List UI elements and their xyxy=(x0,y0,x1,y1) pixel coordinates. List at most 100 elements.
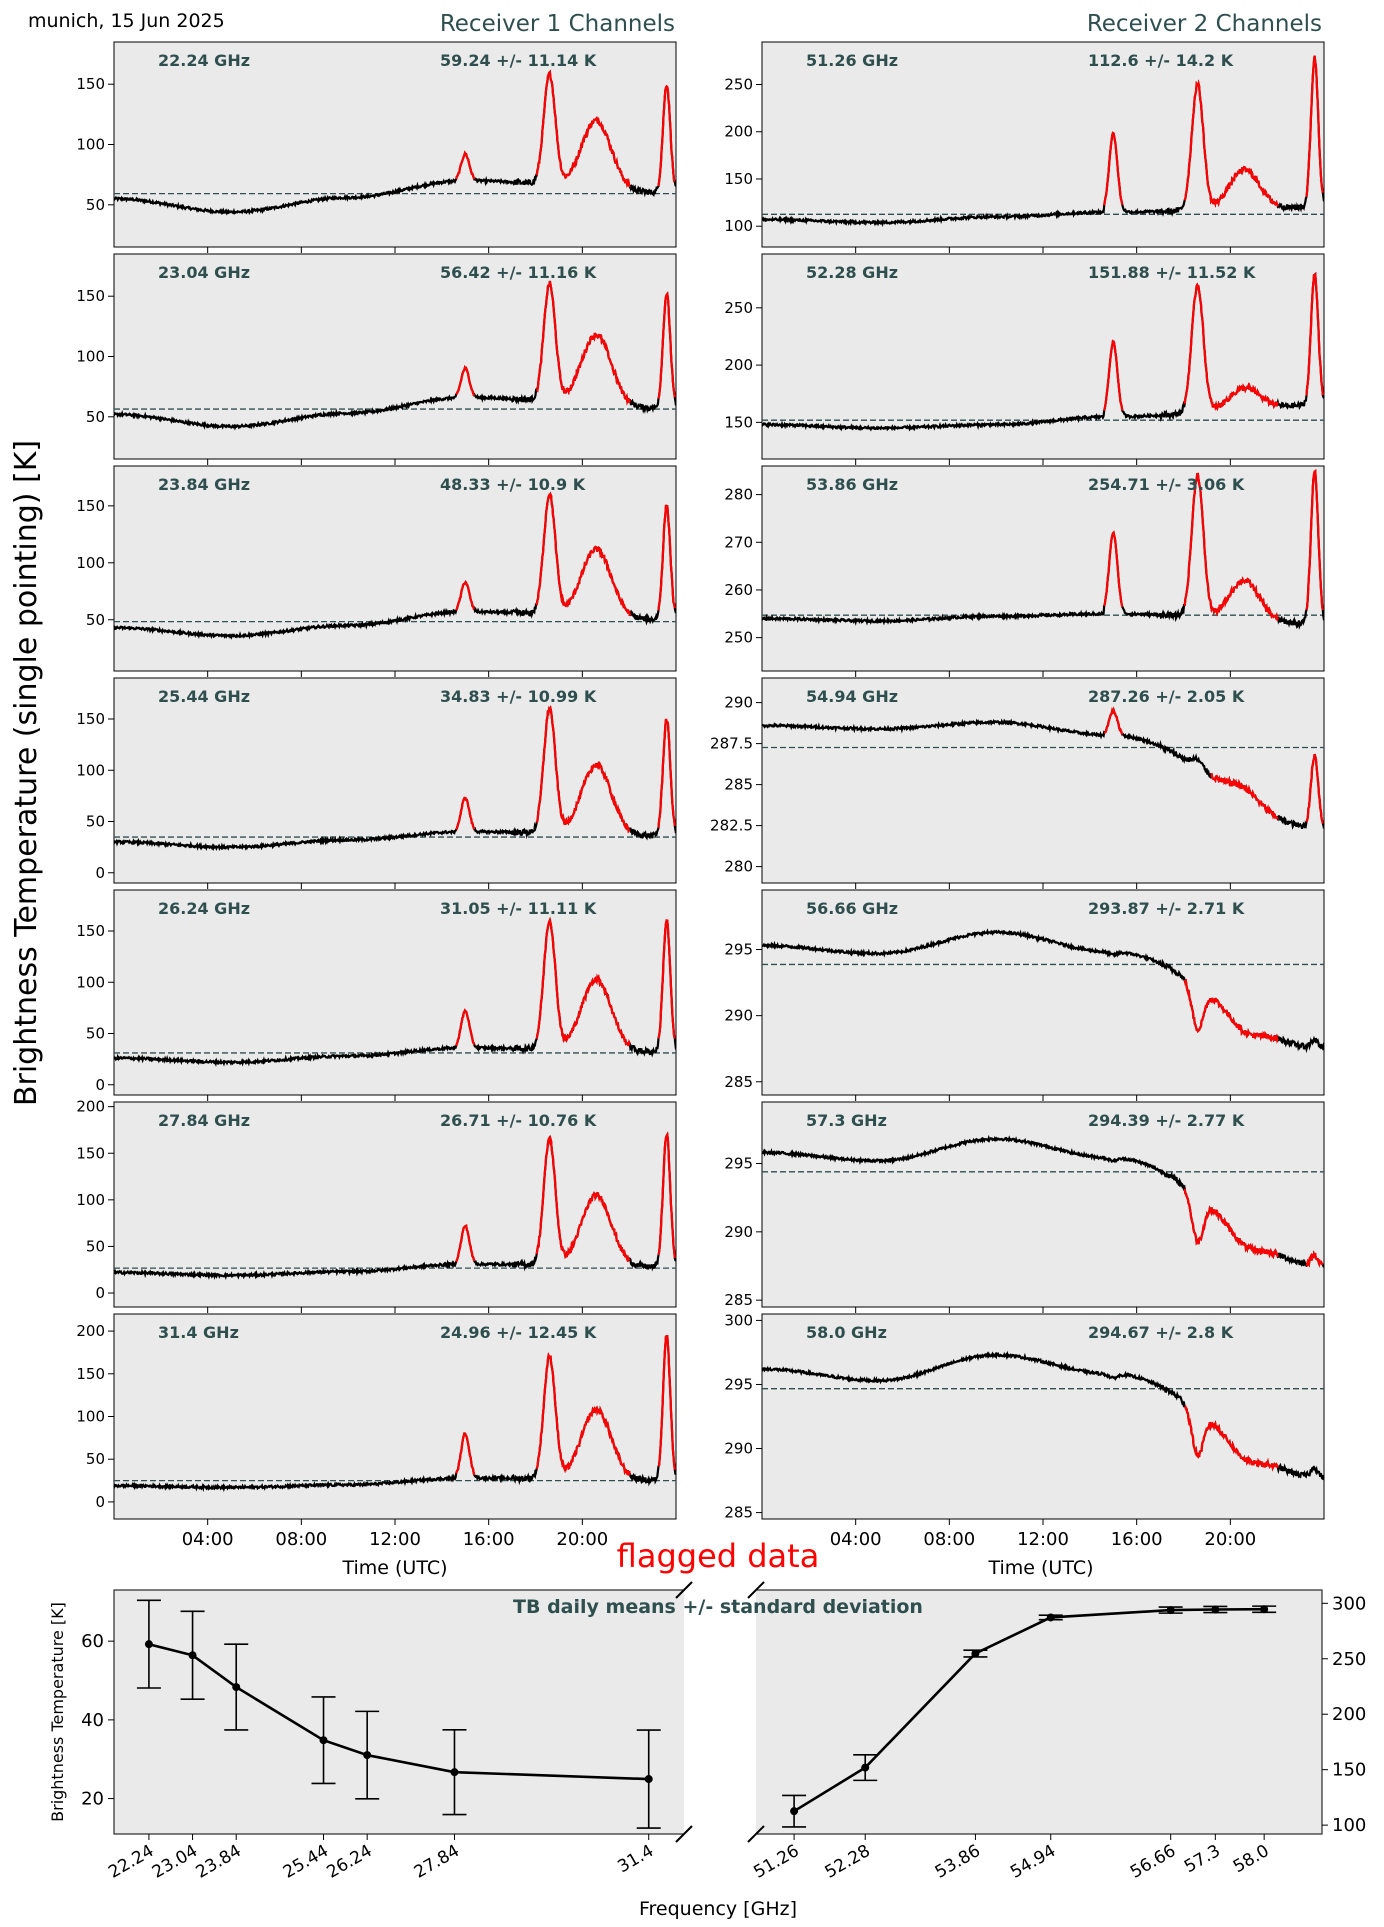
x-axis-label-left: Time (UTC) xyxy=(341,1557,447,1579)
x-tick-label: 26.24 xyxy=(324,1841,376,1883)
y-tick-label: 100 xyxy=(76,1408,105,1426)
flagged-segment xyxy=(1306,1250,1324,1268)
y-tick-label: 260 xyxy=(724,581,753,599)
x-tick-label: 23.84 xyxy=(193,1841,245,1883)
flagged-segment xyxy=(1103,131,1124,206)
flagged-segment xyxy=(657,919,676,1039)
y-tick-label: 250 xyxy=(1332,1649,1366,1670)
x-tick-label: 51.26 xyxy=(750,1841,802,1883)
daily-means-xlabel: Frequency [GHz] xyxy=(639,1898,797,1920)
flagged-segment xyxy=(535,1134,631,1263)
channel-stat: 112.6 +/- 14.2 K xyxy=(1088,51,1234,70)
y-tick-label: 100 xyxy=(724,217,753,235)
y-tick-label: 300 xyxy=(1332,1593,1366,1614)
channel-frequency: 52.28 GHz xyxy=(806,263,898,282)
y-tick-label: 285 xyxy=(724,776,753,794)
y-tick-label: 295 xyxy=(724,1375,753,1393)
y-tick-label: 50 xyxy=(86,1025,105,1043)
channel-panel: 50 100 150 23.84 GHz 48.33 +/- 10.9 K xyxy=(76,465,677,677)
y-tick-label: 285 xyxy=(724,1504,753,1522)
flagged-segment xyxy=(535,491,631,617)
break-mark xyxy=(747,1825,765,1843)
channel-stat: 26.71 +/- 10.76 K xyxy=(440,1111,597,1130)
channel-frequency: 56.66 GHz xyxy=(806,899,898,918)
flagged-segment xyxy=(1183,79,1279,208)
flagged-segment xyxy=(1103,706,1124,735)
x-tick-label: 54.94 xyxy=(1007,1841,1059,1883)
y-tick-label: 50 xyxy=(86,1237,105,1255)
channel-frequency: 57.3 GHz xyxy=(806,1111,887,1130)
flagged-segment xyxy=(1210,772,1279,820)
panel-frame xyxy=(761,889,1325,1096)
flagged-segment xyxy=(1183,282,1279,411)
x-tick-label: 12:00 xyxy=(1017,1529,1069,1550)
channel-frequency: 26.24 GHz xyxy=(158,899,250,918)
channel-panel: 285 290 295 56.66 GHz 293.87 +/- 2.71 K xyxy=(724,889,1325,1101)
x-tick-label: 20:00 xyxy=(1204,1529,1256,1550)
y-tick-label: 290 xyxy=(724,1007,753,1025)
panel-frame xyxy=(113,889,677,1096)
y-tick-label: 100 xyxy=(1332,1815,1366,1836)
flagged-segment xyxy=(657,504,676,611)
x-tick-label: 16:00 xyxy=(463,1529,515,1550)
channel-panel: 250 260 270 280 53.86 GHz 254.71 +/- 3.06 K xyxy=(724,465,1325,677)
channel-panel: 285 290 295 57.3 GHz 294.39 +/- 2.77 K xyxy=(724,1101,1325,1313)
flagged-segment xyxy=(657,1335,676,1470)
x-axis-label-right: Time (UTC) xyxy=(987,1557,1093,1579)
y-tick-label: 100 xyxy=(76,761,105,779)
y-tick-label: 250 xyxy=(724,299,753,317)
y-tick-label: 150 xyxy=(76,287,105,305)
y-tick-label: 50 xyxy=(86,813,105,831)
y-tick-label: 0 xyxy=(95,1493,105,1511)
x-tick-label: 08:00 xyxy=(275,1529,327,1550)
x-tick-label: 56.66 xyxy=(1127,1841,1179,1883)
channel-stat: 294.39 +/- 2.77 K xyxy=(1088,1111,1245,1130)
x-tick-label: 08:00 xyxy=(923,1529,975,1550)
y-tick-label: 0 xyxy=(95,864,105,882)
y-tick-label: 150 xyxy=(1332,1760,1366,1781)
flagged-segment xyxy=(657,718,676,828)
y-tick-label: 150 xyxy=(76,75,105,93)
y-tick-label: 100 xyxy=(76,348,105,366)
y-tick-label: 0 xyxy=(95,1076,105,1094)
flagged-segment xyxy=(1305,55,1324,197)
channel-stat: 24.96 +/- 12.45 K xyxy=(440,1323,597,1342)
panel-frame xyxy=(761,677,1325,884)
y-tick-label: 290 xyxy=(724,1223,753,1241)
y-tick-label: 290 xyxy=(724,1440,753,1458)
flagged-segment xyxy=(535,280,631,406)
channel-stat: 48.33 +/- 10.9 K xyxy=(440,475,586,494)
y-tick-label: 287.5 xyxy=(710,735,753,753)
mean-series-line xyxy=(793,1607,1265,1813)
channel-stat: 56.42 +/- 11.16 K xyxy=(440,263,597,282)
flagged-segment xyxy=(455,796,476,831)
panel-frame xyxy=(113,1101,677,1308)
y-tick-label: 290 xyxy=(724,694,753,712)
y-tick-label: 150 xyxy=(76,922,105,940)
panel-frame xyxy=(761,1101,1325,1308)
channel-frequency: 25.44 GHz xyxy=(158,687,250,706)
flagged-segment xyxy=(1305,271,1324,396)
flagged-segment xyxy=(455,1432,476,1476)
channel-panel: 100 150 200 250 51.26 GHz 112.6 +/- 14.2 K xyxy=(724,41,1325,253)
break-mark xyxy=(675,1825,693,1843)
axis-break-gap xyxy=(684,1588,756,1836)
panel-frame xyxy=(761,1313,1325,1520)
y-tick-label: 100 xyxy=(76,1191,105,1209)
y-axis-label: Brightness Temperature (single pointing)… xyxy=(9,440,44,1106)
y-tick-label: 200 xyxy=(1332,1704,1366,1725)
x-tick-label: 20:00 xyxy=(556,1529,608,1550)
y-tick-label: 150 xyxy=(724,413,753,431)
x-tick-label: 53.86 xyxy=(932,1841,984,1883)
channel-frequency: 22.24 GHz xyxy=(158,51,250,70)
daily-means-title: TB daily means +/- standard deviation xyxy=(513,1596,923,1618)
location-date: munich, 15 Jun 2025 xyxy=(28,10,225,32)
channel-panel: 0 50 100 150 200 04:00 08:00 12:00 16:00 20:00 31.… xyxy=(76,1313,677,1550)
y-tick-label: 200 xyxy=(724,123,753,141)
y-tick-label: 295 xyxy=(724,941,753,959)
channel-stat: 254.71 +/- 3.06 K xyxy=(1088,475,1245,494)
channel-panel: 150 200 250 52.28 GHz 151.88 +/- 11.52 K xyxy=(724,253,1325,465)
y-tick-label: 250 xyxy=(724,629,753,647)
y-tick-label: 150 xyxy=(76,1365,105,1383)
channel-stat: 31.05 +/- 11.11 K xyxy=(440,899,597,918)
